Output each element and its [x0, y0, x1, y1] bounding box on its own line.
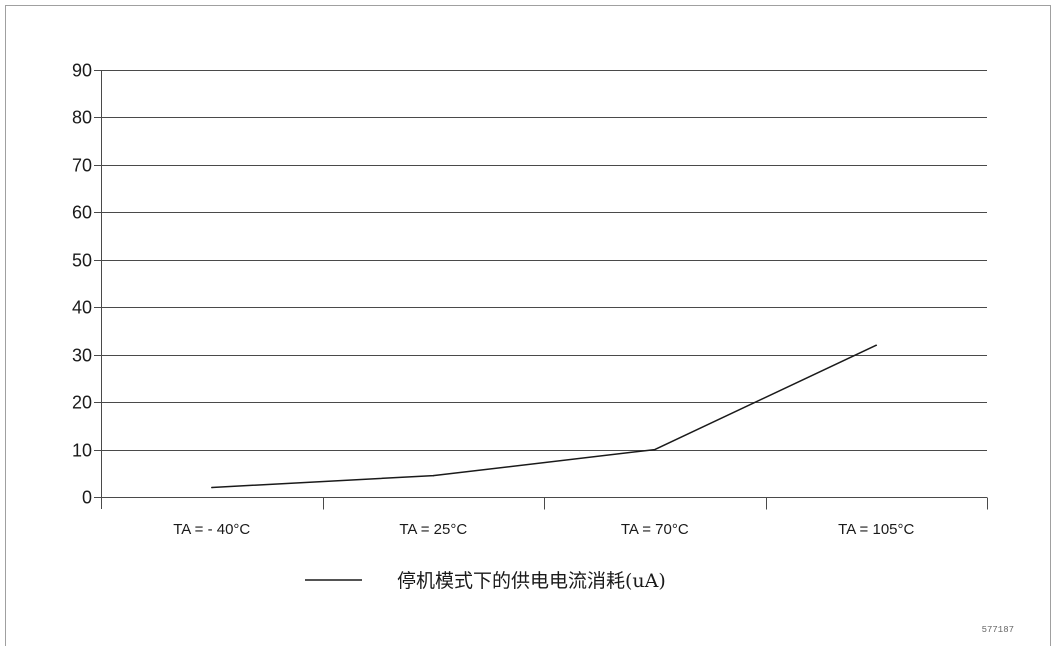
- x-tick-label: TA = - 40°C: [173, 521, 250, 538]
- x-tick-labels: TA = - 40°C TA = 25°C TA = 70°C TA = 105°C: [173, 521, 914, 538]
- x-tick-label: TA = 105°C: [838, 521, 914, 538]
- figure-id: 577187: [982, 625, 1014, 635]
- y-tick-label: 60: [72, 203, 92, 223]
- data-point: [875, 344, 878, 346]
- data-point: [211, 486, 213, 489]
- legend-label: 停机模式下的供电电流消耗(uA): [397, 570, 666, 592]
- series-group: [211, 344, 878, 489]
- series-line: [211, 344, 877, 489]
- grid: [101, 70, 987, 451]
- y-tick-label: 20: [72, 393, 92, 413]
- y-tick-labels: 0 10 20 30 40 50 60 70 80 90: [72, 61, 92, 508]
- x-tick-label: TA = 25°C: [399, 521, 467, 538]
- y-tick-label: 40: [72, 298, 92, 318]
- figure-border: [5, 5, 1051, 646]
- y-tick-label: 10: [72, 441, 92, 461]
- legend: 停机模式下的供电电流消耗(uA): [305, 570, 666, 592]
- y-tick-label: 90: [72, 61, 92, 81]
- data-point: [432, 474, 435, 477]
- x-tick-label: TA = 70°C: [621, 521, 689, 538]
- y-tick-label: 0: [82, 488, 92, 508]
- y-tick-label: 30: [72, 346, 92, 366]
- data-point: [654, 448, 656, 451]
- axes: [94, 70, 988, 510]
- y-tick-label: 80: [72, 108, 92, 128]
- y-tick-label: 70: [72, 156, 92, 176]
- y-tick-label: 50: [72, 251, 92, 271]
